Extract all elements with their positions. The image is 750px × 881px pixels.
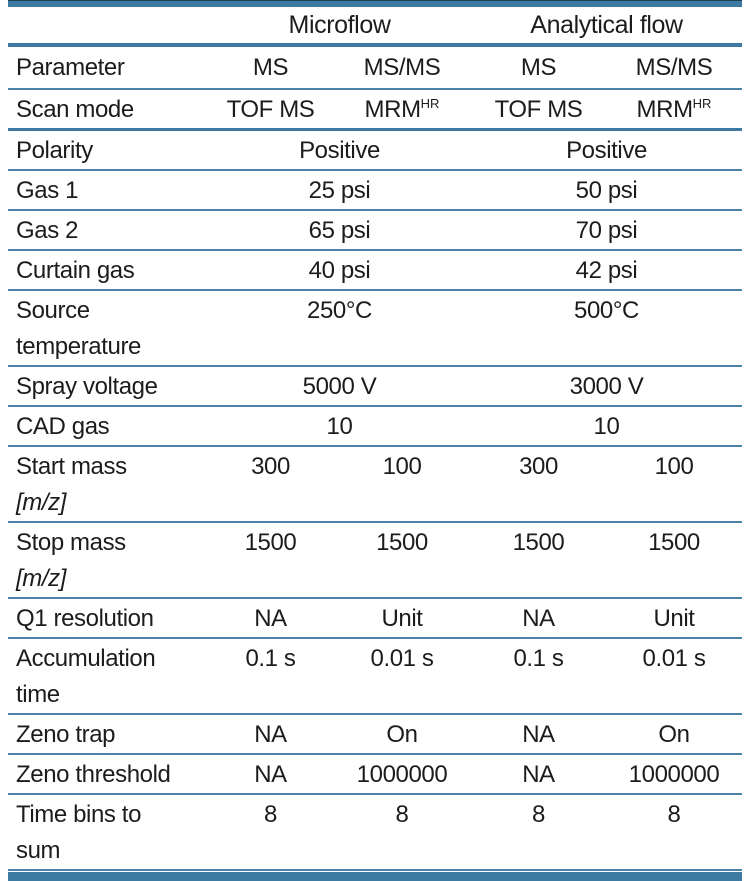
table-row: Time bins to sum 8 8 8 8 (8, 795, 742, 871)
table-row: Curtain gas 40 psi 42 psi (8, 251, 742, 291)
table-cell: Positive (566, 137, 647, 164)
table-cell: NA (522, 761, 555, 788)
row-label: Gas 2 (16, 217, 79, 244)
table-cell: Positive (299, 137, 380, 164)
row-label: Curtain gas (16, 257, 135, 284)
table-cell: 40 psi (308, 257, 371, 284)
table-bottom-rule (8, 872, 742, 881)
column-header-parameter: Parameter (16, 54, 125, 81)
table-cell: Unit (381, 605, 423, 632)
table-cell: 100 (654, 453, 694, 480)
row-label: Stop mass [m/z] (16, 529, 126, 592)
group-header-row: Microflow Analytical flow (8, 7, 742, 47)
row-label: Polarity (16, 137, 93, 164)
table-cell: 3000 V (569, 373, 644, 400)
table-row: Stop mass [m/z] 1500 1500 1500 1500 (8, 523, 742, 599)
table-cell: Unit (653, 605, 695, 632)
table-row: Start mass [m/z] 300 100 300 100 (8, 447, 742, 523)
row-label: Zeno threshold (16, 761, 171, 788)
table-cell: 8 (395, 801, 409, 828)
column-header-row: Parameter MS MS/MS MS MS/MS (8, 47, 742, 90)
column-header-msms-2: MS/MS (635, 54, 713, 81)
table-cell: NA (522, 605, 555, 632)
row-label: Source temperature (16, 297, 141, 360)
table-cell: 65 psi (308, 217, 371, 244)
table-row: Spray voltage 5000 V 3000 V (8, 367, 742, 407)
row-label: Scan mode (16, 96, 134, 123)
row-label: Zeno trap (16, 721, 116, 748)
superscript: HR (420, 96, 440, 111)
table-row: Gas 2 65 psi 70 psi (8, 211, 742, 251)
table-row: Accumulation time 0.1 s 0.01 s 0.1 s 0.01 s (8, 639, 742, 715)
table-row: Gas 1 25 psi 50 psi (8, 171, 742, 211)
table-cell: 1000000 (628, 761, 720, 788)
table-cell: MRMHR (364, 96, 440, 123)
table-cell: 70 psi (575, 217, 638, 244)
table-cell: NA (522, 721, 555, 748)
table-cell: NA (254, 605, 287, 632)
parameters-table: Microflow Analytical flow Parameter MS M… (8, 0, 742, 881)
table-cell: 300 (251, 453, 290, 480)
table-cell: 250°C (307, 297, 372, 324)
column-header-ms-1: MS (252, 54, 289, 81)
table-cell: On (386, 721, 418, 748)
table-row: CAD gas 10 10 (8, 407, 742, 447)
table-cell: 500°C (574, 297, 639, 324)
table-cell: 300 (519, 453, 558, 480)
table-cell: 100 (382, 453, 422, 480)
table-cell: 1500 (244, 529, 297, 556)
table-row: Source temperature 250°C 500°C (8, 291, 742, 367)
table-cell: 0.1 s (513, 645, 564, 672)
table-top-rule (8, 0, 742, 7)
table-row: Zeno trap NA On NA On (8, 715, 742, 755)
group-header-microflow: Microflow (288, 11, 391, 39)
table-cell: 1500 (512, 529, 565, 556)
table-cell: TOF MS (226, 96, 315, 123)
table-cell: 1500 (376, 529, 428, 556)
table-cell: 0.01 s (642, 645, 706, 672)
column-header-ms-2: MS (520, 54, 557, 81)
table-row: Scan mode TOF MS MRMHR TOF MS MRMHR (8, 90, 742, 131)
superscript: HR (692, 96, 712, 111)
table-cell: TOF MS (494, 96, 583, 123)
table-cell: 10 (326, 413, 353, 440)
row-label: Time bins to sum (16, 801, 142, 864)
table-cell: 25 psi (308, 177, 371, 204)
table-cell: 0.01 s (370, 645, 434, 672)
row-label: Accumulation time (16, 645, 156, 708)
row-label: Start mass [m/z] (16, 453, 127, 516)
row-label: Q1 resolution (16, 605, 154, 632)
table-cell: 50 psi (575, 177, 638, 204)
group-header-analytical-flow: Analytical flow (530, 11, 683, 39)
table-cell: NA (254, 721, 287, 748)
table-cell: On (658, 721, 690, 748)
table-cell: 8 (532, 801, 545, 828)
row-label: CAD gas (16, 413, 110, 440)
table-row: Zeno threshold NA 1000000 NA 1000000 (8, 755, 742, 795)
table-cell: MRMHR (636, 96, 712, 123)
table-cell: NA (254, 761, 287, 788)
column-header-msms-1: MS/MS (363, 54, 441, 81)
table-cell: 8 (667, 801, 681, 828)
table-cell: 42 psi (575, 257, 638, 284)
table-row: Q1 resolution NA Unit NA Unit (8, 599, 742, 639)
table-cell: 5000 V (302, 373, 377, 400)
table-cell: 1000000 (356, 761, 448, 788)
table-cell: 1500 (648, 529, 700, 556)
row-label: Gas 1 (16, 177, 79, 204)
table-cell: 8 (264, 801, 277, 828)
table-cell: 0.1 s (245, 645, 296, 672)
table-row: Polarity Positive Positive (8, 131, 742, 171)
row-label: Spray voltage (16, 373, 158, 400)
table-body: Scan mode TOF MS MRMHR TOF MS MRMHR Polarity P… (8, 90, 742, 871)
table-cell: 10 (593, 413, 620, 440)
